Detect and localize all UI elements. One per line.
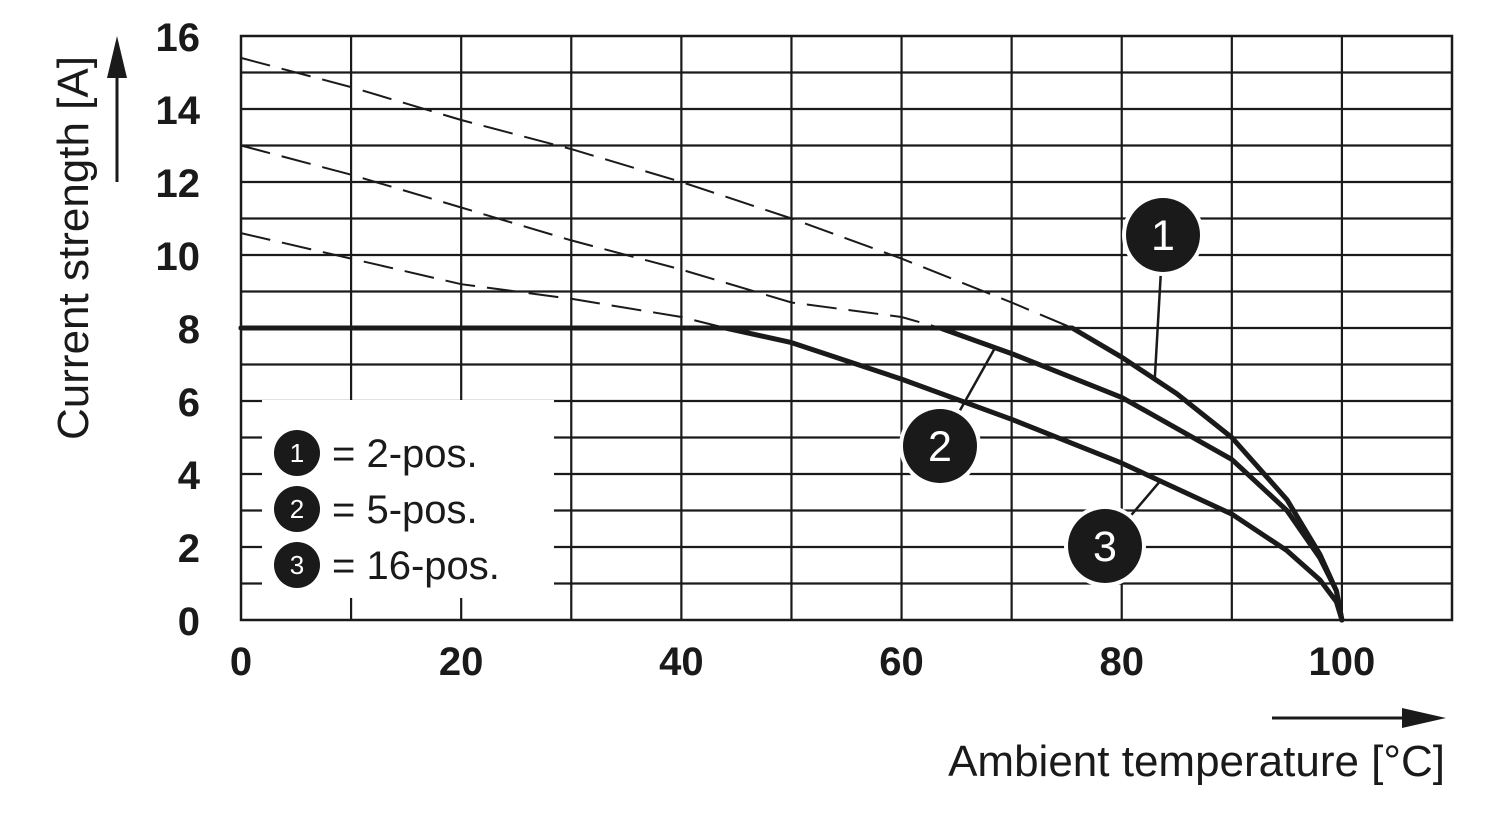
legend-entry-text: = 5-pos. (332, 488, 478, 532)
callout-badge-3: 3 (1064, 505, 1146, 587)
y-axis-tick-labels: 0 2 4 6 8 10 12 14 16 (156, 16, 201, 644)
badge-circle (274, 542, 320, 588)
dashed-line-series-1 (240, 56, 1073, 329)
derating-curves (238, 325, 1345, 623)
x-tick-label: 20 (439, 640, 484, 684)
badge-circle (1126, 198, 1200, 272)
callout-badge-2: 2 (899, 405, 981, 487)
derating-curve-series-3 (238, 325, 1345, 623)
x-axis-title: Ambient temperature [°C] (948, 737, 1445, 786)
legend-badge-2: 2 (270, 482, 324, 536)
x-tick-label: 0 (230, 640, 252, 684)
badge-number: 2 (290, 494, 304, 524)
y-tick-label: 12 (156, 162, 201, 206)
x-axis-arrow-head (1402, 708, 1446, 728)
legend: 1 = 2-pos. 2 = 5-pos. 3 = 16-pos. (262, 400, 554, 598)
y-tick-label: 4 (178, 454, 201, 498)
y-tick-label: 6 (178, 381, 200, 425)
plot-frame (239, 34, 1454, 622)
dashed-extrapolation-lines (240, 56, 1073, 329)
y-axis-arrow-head (107, 36, 127, 78)
badge-circle (903, 409, 977, 483)
badge-number: 2 (928, 423, 952, 471)
callout-badge-1: 1 (1122, 194, 1204, 276)
y-tick-label: 10 (156, 235, 201, 279)
y-tick-label: 0 (178, 600, 200, 644)
x-tick-label: 100 (1309, 640, 1376, 684)
badge-number: 1 (290, 438, 304, 468)
x-tick-label: 40 (659, 640, 704, 684)
legend-entry-text: = 2-pos. (332, 432, 478, 476)
badge-number: 3 (290, 550, 304, 580)
curve-callouts: 1 2 3 (899, 194, 1204, 587)
x-tick-label: 60 (879, 640, 924, 684)
badge-number: 3 (1093, 523, 1117, 571)
y-tick-label: 16 (156, 16, 201, 60)
badge-circle (274, 486, 320, 532)
x-tick-label: 80 (1099, 640, 1144, 684)
y-tick-label: 14 (156, 89, 201, 133)
legend-entry-text: = 16-pos. (332, 544, 500, 588)
y-tick-label: 8 (178, 308, 200, 352)
dashed-line-series-2 (240, 144, 941, 329)
badge-circle (274, 430, 320, 476)
legend-badge-3: 3 (270, 538, 324, 592)
derating-curve-series-2 (238, 325, 1345, 623)
legend-badge-1: 1 (270, 426, 324, 480)
badge-circle (1068, 509, 1142, 583)
y-tick-label: 2 (178, 527, 200, 571)
badge-number: 1 (1151, 212, 1175, 260)
dashed-line-series-3 (240, 232, 726, 329)
y-axis-title: Current strength [A] (49, 56, 98, 440)
x-axis-tick-labels: 0 20 40 60 80 100 (230, 640, 1375, 684)
